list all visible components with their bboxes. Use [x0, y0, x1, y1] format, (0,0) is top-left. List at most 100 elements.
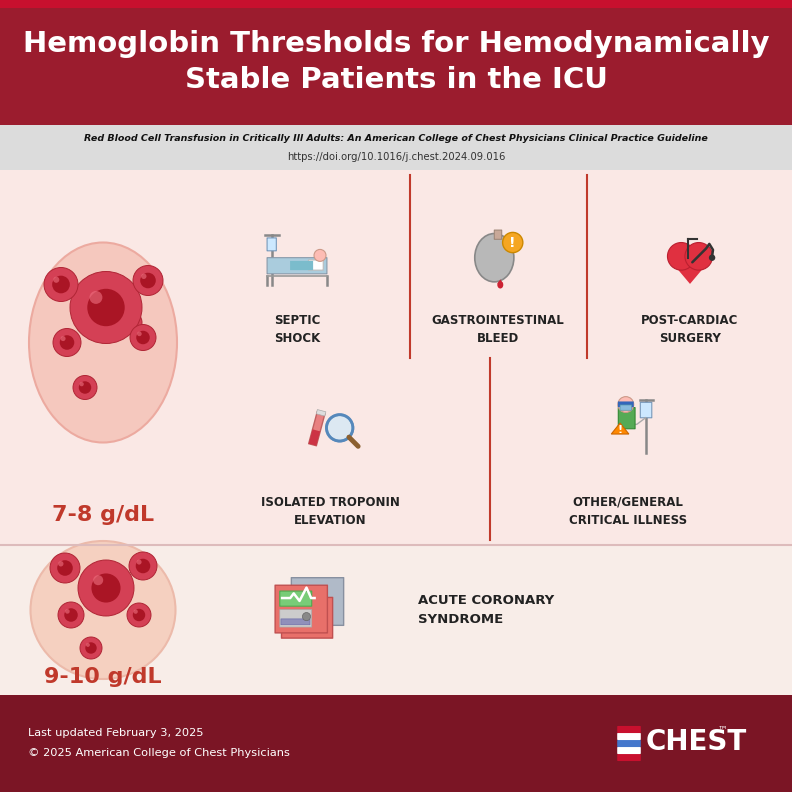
FancyBboxPatch shape [267, 257, 327, 274]
Circle shape [53, 276, 59, 283]
Polygon shape [611, 423, 629, 434]
Circle shape [70, 272, 142, 344]
Circle shape [314, 249, 326, 261]
Text: Red Blood Cell Transfusion in Critically Ill Adults: An American College of Ches: Red Blood Cell Transfusion in Critically… [84, 134, 708, 143]
FancyBboxPatch shape [617, 747, 641, 754]
FancyBboxPatch shape [619, 408, 635, 428]
Circle shape [135, 558, 150, 573]
Circle shape [141, 273, 147, 279]
FancyBboxPatch shape [617, 740, 641, 747]
Bar [0, 695, 792, 792]
Circle shape [137, 332, 142, 336]
Circle shape [134, 610, 138, 614]
Polygon shape [497, 280, 503, 284]
Bar [316, 409, 326, 416]
Circle shape [80, 637, 102, 659]
Circle shape [64, 608, 78, 622]
Text: OTHER/GENERAL
CRITICAL ILLNESS: OTHER/GENERAL CRITICAL ILLNESS [569, 496, 687, 527]
Circle shape [93, 575, 103, 585]
FancyBboxPatch shape [617, 754, 641, 761]
Circle shape [668, 242, 695, 270]
Circle shape [130, 325, 156, 351]
Circle shape [52, 276, 70, 293]
Circle shape [89, 291, 102, 304]
FancyBboxPatch shape [617, 726, 641, 733]
Circle shape [136, 560, 142, 565]
Text: Hemoglobin Thresholds for Hemodynamically: Hemoglobin Thresholds for Hemodynamicall… [23, 31, 769, 59]
FancyBboxPatch shape [617, 733, 641, 740]
FancyBboxPatch shape [308, 260, 323, 270]
Text: Stable Patients in the ICU: Stable Patients in the ICU [185, 67, 607, 94]
Ellipse shape [474, 234, 514, 282]
Circle shape [57, 560, 73, 576]
Circle shape [78, 381, 91, 394]
Circle shape [59, 335, 74, 350]
Circle shape [685, 242, 713, 270]
Circle shape [133, 609, 145, 621]
FancyBboxPatch shape [275, 585, 327, 633]
Bar [0, 0, 792, 8]
Circle shape [44, 268, 78, 302]
FancyBboxPatch shape [494, 230, 501, 239]
Text: SEPTIC
SHOCK: SEPTIC SHOCK [274, 314, 320, 345]
Text: ISOLATED TROPONIN
ELEVATION: ISOLATED TROPONIN ELEVATION [261, 496, 399, 527]
FancyBboxPatch shape [281, 597, 333, 638]
Circle shape [79, 382, 84, 386]
Bar [0, 0, 792, 125]
Text: CHEST: CHEST [646, 728, 747, 756]
Text: 9-10 g/dL: 9-10 g/dL [44, 667, 162, 687]
FancyBboxPatch shape [620, 405, 631, 410]
Circle shape [133, 265, 163, 295]
Text: Last updated February 3, 2025: Last updated February 3, 2025 [28, 729, 204, 738]
Ellipse shape [497, 281, 503, 288]
Circle shape [120, 311, 142, 333]
Polygon shape [668, 257, 712, 284]
FancyBboxPatch shape [267, 238, 276, 251]
Text: ™: ™ [718, 725, 728, 734]
Ellipse shape [31, 541, 176, 679]
Circle shape [91, 573, 120, 603]
Circle shape [709, 254, 715, 261]
Circle shape [87, 289, 124, 326]
Circle shape [65, 609, 70, 614]
Bar [309, 429, 320, 446]
Circle shape [126, 318, 130, 322]
FancyBboxPatch shape [309, 412, 325, 446]
Circle shape [140, 272, 156, 288]
Circle shape [86, 643, 90, 647]
Text: GASTROINTESTINAL
BLEED: GASTROINTESTINAL BLEED [432, 314, 565, 345]
Circle shape [303, 612, 310, 621]
Text: !: ! [509, 235, 516, 249]
Circle shape [618, 397, 634, 413]
Circle shape [136, 331, 150, 345]
FancyBboxPatch shape [291, 577, 344, 626]
Circle shape [58, 561, 63, 566]
Circle shape [50, 553, 80, 583]
Circle shape [60, 336, 66, 341]
Bar [0, 170, 792, 545]
FancyBboxPatch shape [280, 610, 312, 627]
Text: POST-CARDIAC
SURGERY: POST-CARDIAC SURGERY [642, 314, 739, 345]
Circle shape [58, 602, 84, 628]
FancyBboxPatch shape [290, 261, 313, 270]
FancyBboxPatch shape [640, 402, 652, 417]
Text: 7-8 g/dL: 7-8 g/dL [52, 505, 154, 525]
Text: https://doi.org/10.1016/j.chest.2024.09.016: https://doi.org/10.1016/j.chest.2024.09.… [287, 151, 505, 162]
Circle shape [78, 560, 134, 616]
Text: !: ! [618, 425, 623, 435]
Circle shape [127, 603, 151, 627]
Bar [0, 545, 792, 695]
FancyBboxPatch shape [280, 591, 312, 606]
Circle shape [326, 415, 353, 441]
Circle shape [86, 642, 97, 653]
Text: ACUTE CORONARY
SYNDROME: ACUTE CORONARY SYNDROME [418, 594, 554, 626]
FancyBboxPatch shape [281, 619, 310, 625]
Bar [0, 125, 792, 170]
Circle shape [53, 329, 81, 356]
Circle shape [73, 375, 97, 399]
Text: © 2025 American College of Chest Physicians: © 2025 American College of Chest Physici… [28, 748, 290, 759]
Circle shape [503, 232, 523, 253]
Ellipse shape [29, 242, 177, 443]
Circle shape [129, 552, 157, 580]
Circle shape [125, 317, 137, 328]
